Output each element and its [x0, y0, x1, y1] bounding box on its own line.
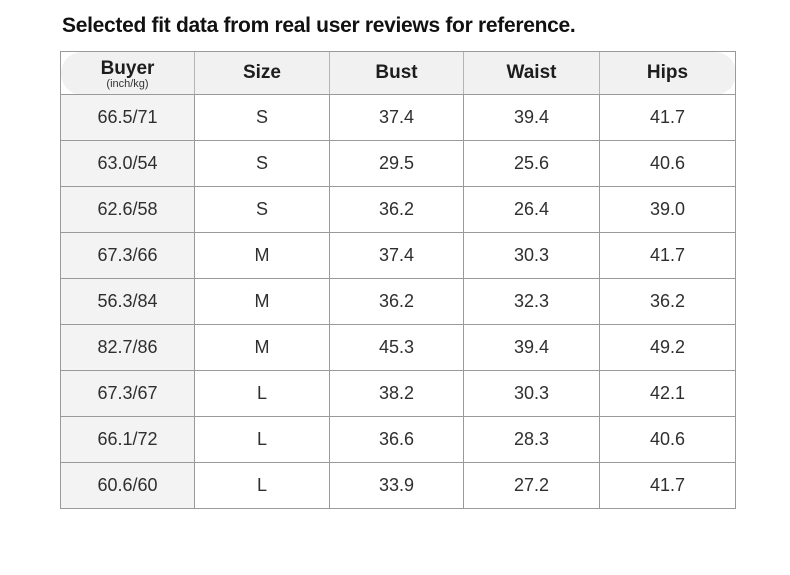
- cell-bust: 38.2: [329, 370, 464, 417]
- table-row: 60.6/60 L 33.9 27.2 41.7: [60, 462, 736, 509]
- fit-data-table: Buyer (inch/kg) Size Bust Waist Hips 66.…: [60, 51, 736, 509]
- cell-size: M: [194, 278, 330, 325]
- cell-waist: 39.4: [463, 94, 600, 141]
- cell-bust: 45.3: [329, 324, 464, 371]
- cell-bust: 37.4: [329, 232, 464, 279]
- cell-bust: 36.2: [329, 278, 464, 325]
- cell-bust: 37.4: [329, 94, 464, 141]
- cell-bust: 36.6: [329, 416, 464, 463]
- cell-bust: 33.9: [329, 462, 464, 509]
- cell-size: S: [194, 186, 330, 233]
- cell-waist: 27.2: [463, 462, 600, 509]
- table-row: 63.0/54 S 29.5 25.6 40.6: [60, 140, 736, 187]
- table-row: 67.3/67 L 38.2 30.3 42.1: [60, 370, 736, 417]
- cell-hips: 36.2: [599, 278, 736, 325]
- header-buyer: Buyer (inch/kg): [60, 51, 195, 95]
- cell-waist: 30.3: [463, 370, 600, 417]
- cell-hips: 49.2: [599, 324, 736, 371]
- cell-buyer: 56.3/84: [60, 278, 195, 325]
- cell-waist: 26.4: [463, 186, 600, 233]
- cell-size: S: [194, 94, 330, 141]
- header-hips: Hips: [599, 51, 736, 95]
- cell-hips: 40.6: [599, 416, 736, 463]
- cell-hips: 39.0: [599, 186, 736, 233]
- cell-buyer: 63.0/54: [60, 140, 195, 187]
- table-row: 67.3/66 M 37.4 30.3 41.7: [60, 232, 736, 279]
- cell-buyer: 62.6/58: [60, 186, 195, 233]
- cell-waist: 28.3: [463, 416, 600, 463]
- cell-buyer: 60.6/60: [60, 462, 195, 509]
- table-row: 66.5/71 S 37.4 39.4 41.7: [60, 94, 736, 141]
- cell-waist: 25.6: [463, 140, 600, 187]
- cell-buyer: 82.7/86: [60, 324, 195, 371]
- cell-size: L: [194, 370, 330, 417]
- cell-size: M: [194, 232, 330, 279]
- table-header-row: Buyer (inch/kg) Size Bust Waist Hips: [60, 51, 736, 95]
- cell-waist: 30.3: [463, 232, 600, 279]
- cell-buyer: 66.1/72: [60, 416, 195, 463]
- cell-buyer: 67.3/67: [60, 370, 195, 417]
- cell-size: M: [194, 324, 330, 371]
- header-buyer-label: Buyer: [100, 57, 155, 79]
- cell-waist: 32.3: [463, 278, 600, 325]
- cell-size: L: [194, 462, 330, 509]
- cell-size: L: [194, 416, 330, 463]
- cell-bust: 29.5: [329, 140, 464, 187]
- page-title: Selected fit data from real user reviews…: [62, 14, 576, 37]
- cell-buyer: 66.5/71: [60, 94, 195, 141]
- table-row: 82.7/86 M 45.3 39.4 49.2: [60, 324, 736, 371]
- cell-hips: 41.7: [599, 462, 736, 509]
- cell-hips: 41.7: [599, 94, 736, 141]
- cell-hips: 42.1: [599, 370, 736, 417]
- cell-hips: 41.7: [599, 232, 736, 279]
- table-row: 56.3/84 M 36.2 32.3 36.2: [60, 278, 736, 325]
- cell-bust: 36.2: [329, 186, 464, 233]
- table-row: 62.6/58 S 36.2 26.4 39.0: [60, 186, 736, 233]
- cell-buyer: 67.3/66: [60, 232, 195, 279]
- header-bust: Bust: [329, 51, 464, 95]
- cell-size: S: [194, 140, 330, 187]
- header-size: Size: [194, 51, 330, 95]
- cell-waist: 39.4: [463, 324, 600, 371]
- header-waist: Waist: [463, 51, 600, 95]
- table-row: 66.1/72 L 36.6 28.3 40.6: [60, 416, 736, 463]
- cell-hips: 40.6: [599, 140, 736, 187]
- header-buyer-unit: (inch/kg): [106, 77, 149, 90]
